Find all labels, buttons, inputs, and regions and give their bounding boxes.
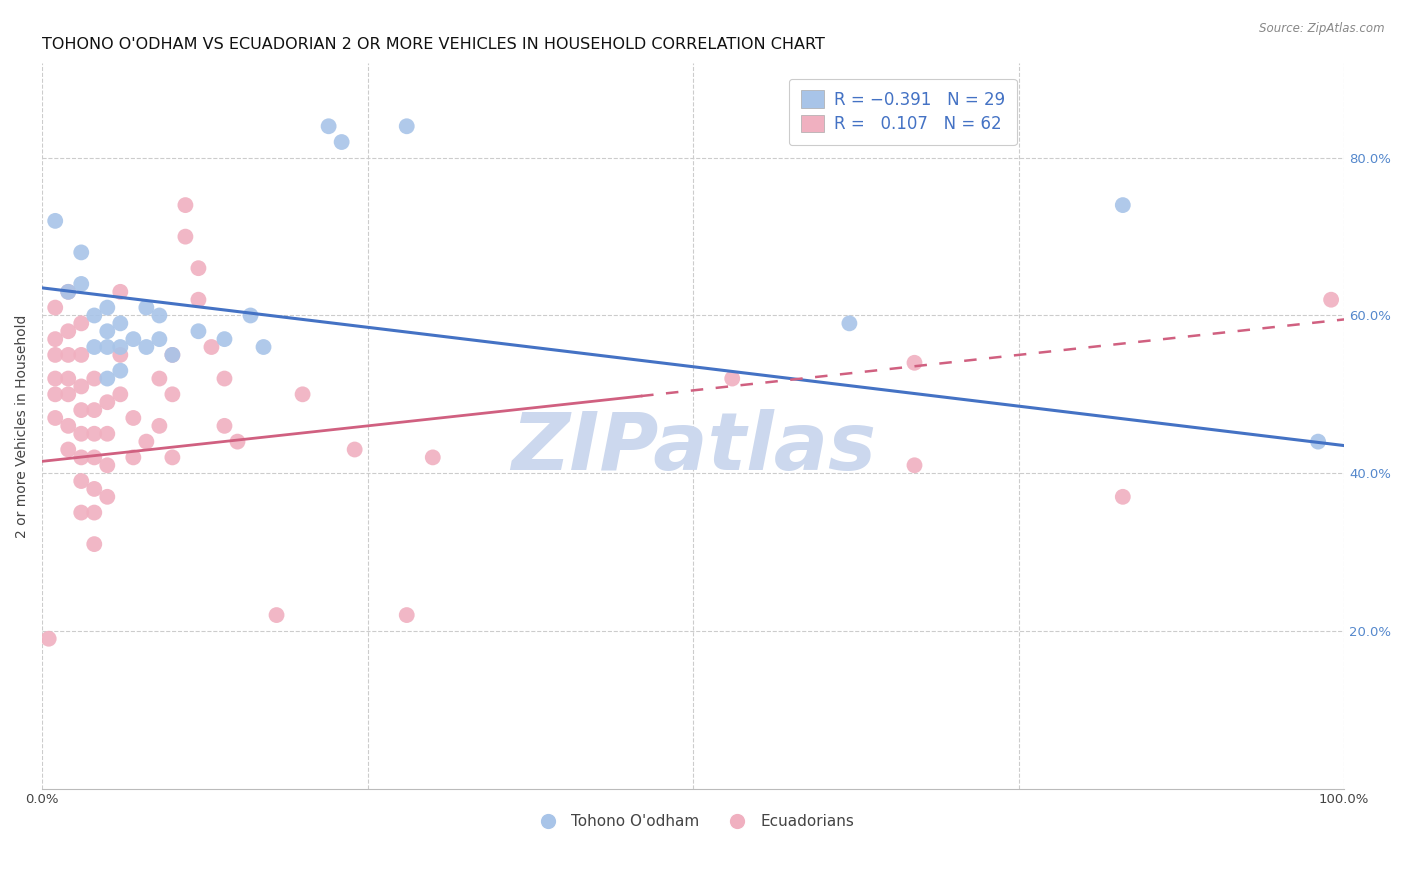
Point (83, 426, 105, 441)
Point (239, 309, 262, 323)
Point (58, 387, 80, 401)
Point (58, 348, 80, 362)
Point (252, 340, 274, 354)
Point (96, 340, 118, 354)
Point (96, 426, 118, 441)
Point (187, 261, 209, 276)
Point (291, 387, 314, 401)
Point (162, 450, 184, 465)
Point (44, 214, 66, 228)
Point (1112, 490, 1135, 504)
Point (96, 458, 118, 473)
Point (422, 450, 444, 465)
Point (83, 403, 105, 417)
Point (110, 387, 132, 401)
Point (110, 348, 132, 362)
Point (83, 309, 105, 323)
Point (70, 277, 93, 291)
Point (83, 450, 105, 465)
Text: TOHONO O'ODHAM VS ECUADORIAN 2 OR MORE VEHICLES IN HOUSEHOLD CORRELATION CHART: TOHONO O'ODHAM VS ECUADORIAN 2 OR MORE V… (42, 37, 825, 53)
Point (70, 317, 93, 331)
Point (318, 120, 340, 134)
Point (58, 371, 80, 385)
Point (148, 332, 170, 346)
Point (70, 450, 93, 465)
Point (214, 418, 236, 433)
Point (122, 332, 145, 346)
Point (96, 301, 118, 315)
Point (70, 348, 93, 362)
Point (44, 371, 66, 385)
Point (58, 442, 80, 457)
Point (903, 356, 925, 370)
Point (70, 403, 93, 417)
Point (148, 418, 170, 433)
Point (70, 474, 93, 488)
Point (1306, 434, 1329, 449)
Point (58, 324, 80, 338)
Point (721, 371, 744, 385)
Point (83, 482, 105, 496)
Point (174, 198, 197, 212)
Point (226, 434, 249, 449)
Point (96, 490, 118, 504)
Point (96, 395, 118, 409)
Point (148, 309, 170, 323)
Point (395, 120, 418, 134)
Point (148, 371, 170, 385)
Point (162, 387, 184, 401)
Point (96, 324, 118, 338)
Point (135, 434, 157, 449)
Point (44, 301, 66, 315)
Point (214, 371, 236, 385)
Point (200, 340, 222, 354)
Point (70, 379, 93, 393)
Point (135, 301, 157, 315)
Point (96, 371, 118, 385)
Point (330, 135, 353, 149)
Point (174, 229, 197, 244)
Point (58, 285, 80, 299)
Point (44, 387, 66, 401)
Point (214, 332, 236, 346)
Text: ZIPatlas: ZIPatlas (510, 409, 876, 487)
Point (110, 317, 132, 331)
Point (44, 332, 66, 346)
Point (83, 340, 105, 354)
Point (110, 340, 132, 354)
Point (83, 506, 105, 520)
Point (266, 608, 288, 623)
Point (122, 411, 145, 425)
Point (58, 418, 80, 433)
Point (58, 285, 80, 299)
Point (903, 458, 925, 473)
Point (838, 317, 860, 331)
Point (162, 348, 184, 362)
Legend: Tohono O'odham, Ecuadorians: Tohono O'odham, Ecuadorians (526, 808, 860, 835)
Point (70, 426, 93, 441)
Point (135, 340, 157, 354)
Point (44, 411, 66, 425)
Point (343, 442, 366, 457)
Point (70, 245, 93, 260)
Point (187, 324, 209, 338)
Point (1112, 198, 1135, 212)
Y-axis label: 2 or more Vehicles in Household: 2 or more Vehicles in Household (15, 314, 30, 538)
Point (1320, 293, 1343, 307)
Point (395, 608, 418, 623)
Point (110, 285, 132, 299)
Point (38, 632, 60, 646)
Text: Source: ZipAtlas.com: Source: ZipAtlas.com (1260, 22, 1385, 36)
Point (83, 371, 105, 385)
Point (122, 450, 145, 465)
Point (187, 293, 209, 307)
Point (162, 348, 184, 362)
Point (70, 506, 93, 520)
Point (83, 537, 105, 551)
Point (44, 348, 66, 362)
Point (110, 364, 132, 378)
